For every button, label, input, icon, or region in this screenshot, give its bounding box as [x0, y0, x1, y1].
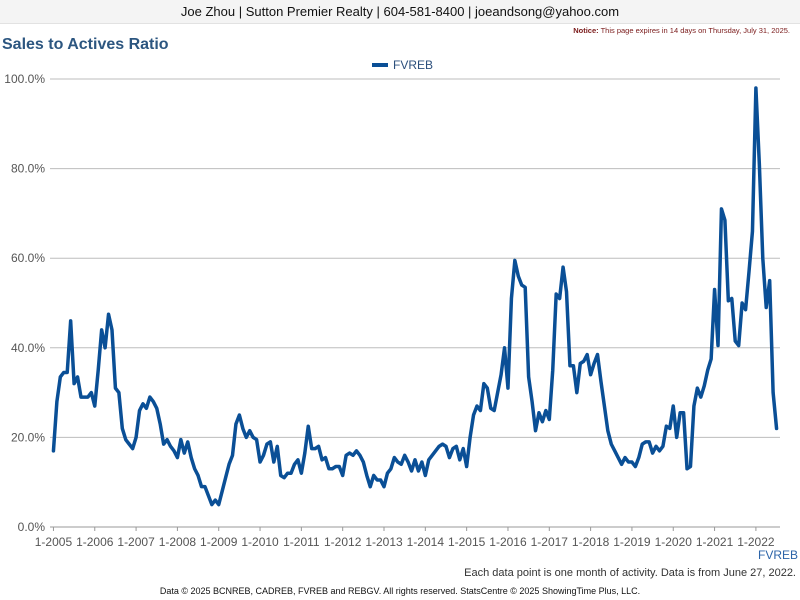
x-tick-label: 1-2008	[159, 535, 197, 549]
legend-label: FVREB	[393, 58, 433, 72]
x-tick-label: 1-2022	[737, 535, 775, 549]
y-tick-label: 0.0%	[18, 520, 46, 534]
x-tick-label: 1-2017	[531, 535, 569, 549]
chart-title: Sales to Actives Ratio	[2, 36, 169, 53]
y-tick-label: 20.0%	[11, 430, 45, 444]
x-tick-label: 1-2005	[35, 535, 73, 549]
y-tick-label: 40.0%	[11, 341, 45, 355]
x-tick-label: 1-2010	[241, 535, 279, 549]
x-tick-label: 1-2013	[365, 535, 403, 549]
grid-lines	[50, 78, 780, 528]
y-tick-label: 60.0%	[11, 251, 45, 265]
x-tick-label: 1-2021	[696, 535, 734, 549]
notice-text: This page expires in 14 days on Thursday…	[600, 26, 790, 35]
y-axis-ticks: 0.0% 20.0% 40.0% 60.0% 80.0% 100.0%	[4, 72, 45, 534]
y-tick-label: 100.0%	[4, 72, 45, 86]
copyright-text: Data © 2025 BCNREB, CADREB, FVREB and RE…	[159, 586, 641, 596]
series-line-fvreb[interactable]	[51, 86, 779, 507]
x-axis-ticks: 1-2005 1-2006 1-2007 1-2008 1-2009 1-2010 1-20…	[35, 527, 775, 549]
contact-header: Joe Zhou | Sutton Premier Realty | 604-5…	[0, 0, 800, 24]
series-layer	[51, 86, 779, 507]
series-tag: FVREB	[757, 548, 798, 562]
x-tick-label: 1-2016	[489, 535, 527, 549]
x-tick-label: 1-2018	[572, 535, 610, 549]
x-tick-label: 1-2019	[613, 535, 651, 549]
x-tick-label: 1-2015	[448, 535, 486, 549]
x-tick-label: 1-2012	[324, 535, 362, 549]
x-tick-label: 1-2011	[283, 535, 320, 549]
notice-label: Notice:	[573, 26, 599, 35]
data-note: Each data point is one month of activity…	[464, 567, 796, 579]
x-tick-label: 1-2009	[200, 535, 238, 549]
x-tick-label: 1-2020	[655, 535, 693, 549]
x-tick-label: 1-2007	[117, 535, 155, 549]
y-tick-label: 80.0%	[11, 162, 45, 176]
x-tick-label: 1-2014	[407, 535, 445, 549]
expiry-notice: Notice: This page expires in 14 days on …	[573, 26, 790, 35]
legend[interactable]: FVREB	[372, 58, 433, 72]
x-tick-label: 1-2006	[76, 535, 114, 549]
